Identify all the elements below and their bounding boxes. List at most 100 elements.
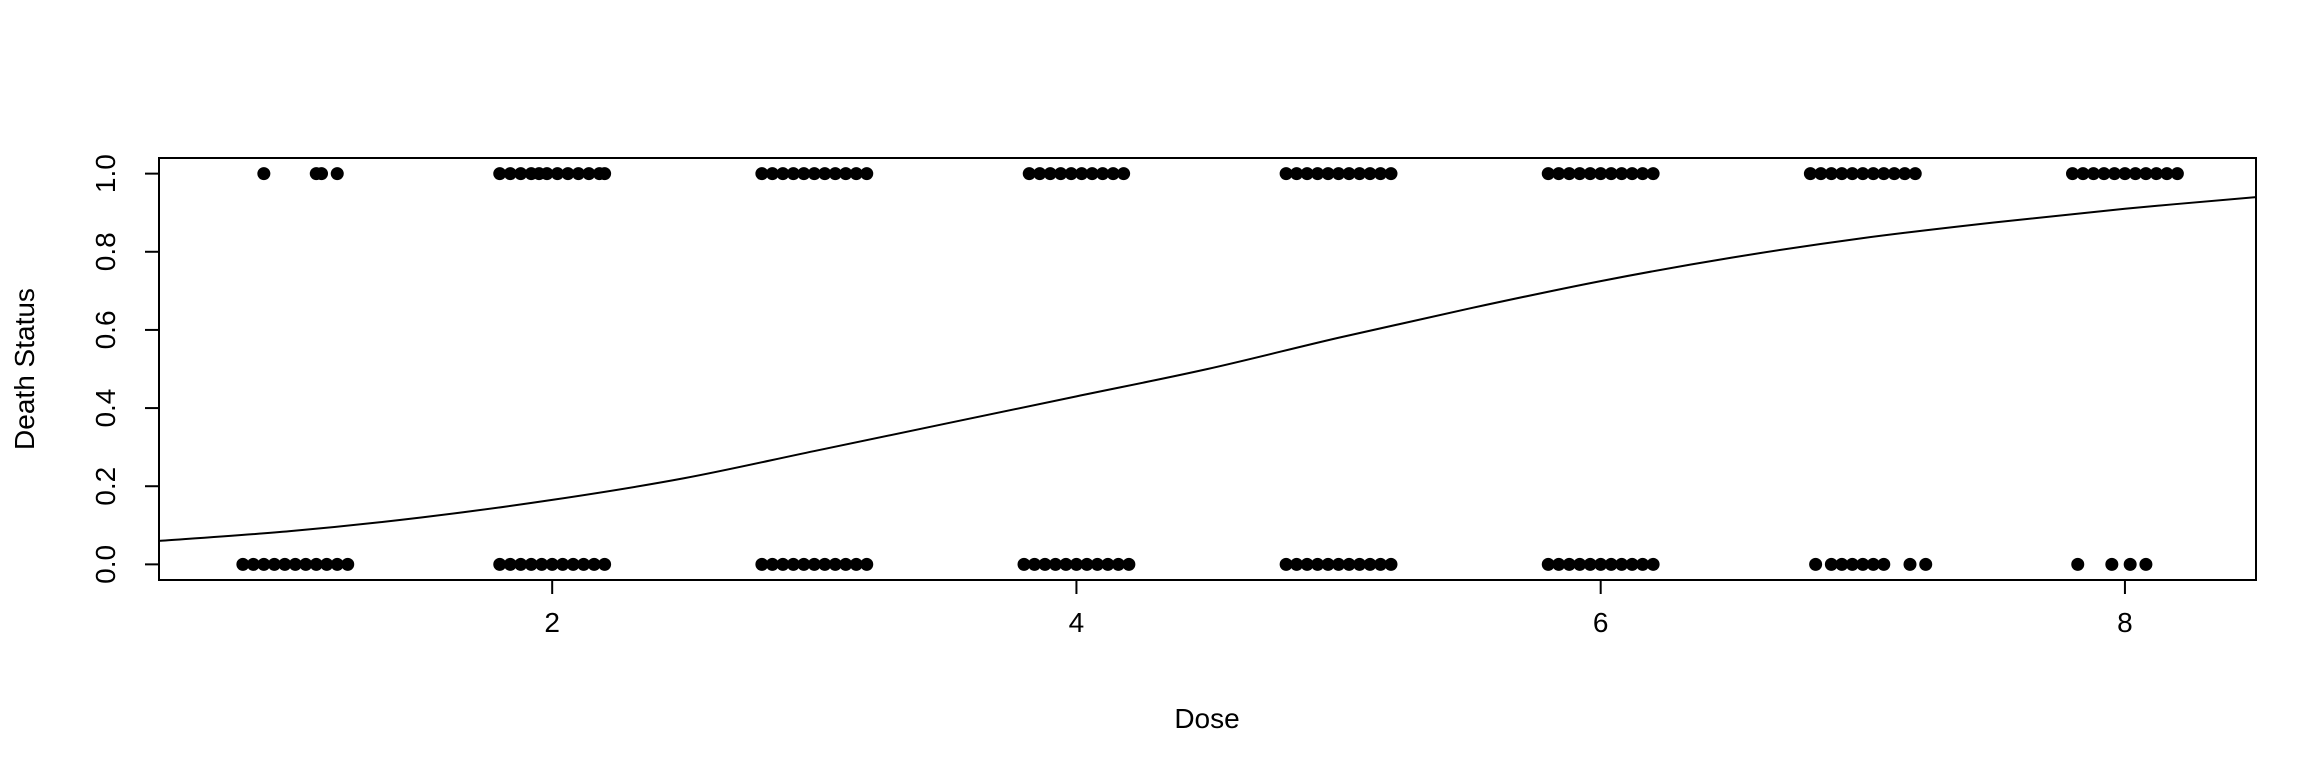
data-point bbox=[1279, 557, 1293, 571]
data-point bbox=[1363, 167, 1377, 181]
data-point bbox=[514, 167, 528, 181]
data-point bbox=[1117, 167, 1131, 181]
data-point bbox=[818, 557, 832, 571]
data-point bbox=[776, 167, 790, 181]
data-point bbox=[1552, 557, 1566, 571]
data-point bbox=[571, 167, 585, 181]
data-point bbox=[1615, 167, 1629, 181]
data-point bbox=[1856, 557, 1870, 571]
data-point bbox=[1027, 557, 1041, 571]
data-point bbox=[320, 557, 334, 571]
data-point bbox=[561, 167, 575, 181]
data-point bbox=[1845, 167, 1859, 181]
data-point bbox=[236, 557, 250, 571]
y-axis: 0.0 0.2 0.4 0.6 0.8 1.0 bbox=[90, 154, 159, 584]
data-point bbox=[1824, 557, 1838, 571]
data-point bbox=[577, 557, 591, 571]
data-point bbox=[1321, 167, 1335, 181]
data-point bbox=[1809, 557, 1823, 571]
data-point bbox=[587, 557, 601, 571]
data-point bbox=[556, 557, 570, 571]
plot-frame bbox=[158, 157, 2257, 581]
data-point bbox=[1541, 557, 1555, 571]
data-point bbox=[1300, 167, 1314, 181]
data-point bbox=[1321, 557, 1335, 571]
data-point bbox=[1646, 557, 1660, 571]
data-point bbox=[1562, 167, 1576, 181]
data-point bbox=[1636, 167, 1650, 181]
data-point bbox=[2107, 167, 2121, 181]
data-point bbox=[818, 167, 832, 181]
data-point bbox=[246, 557, 260, 571]
data-point bbox=[1877, 167, 1891, 181]
data-point bbox=[257, 557, 271, 571]
data-point bbox=[514, 557, 528, 571]
data-point bbox=[1342, 167, 1356, 181]
data-point bbox=[1059, 557, 1073, 571]
data-point bbox=[1636, 557, 1650, 571]
x-axis: 2 4 6 8 bbox=[544, 580, 2133, 638]
data-point bbox=[493, 167, 507, 181]
data-point bbox=[776, 557, 790, 571]
data-point bbox=[330, 557, 344, 571]
data-point bbox=[1594, 167, 1608, 181]
data-point bbox=[1877, 557, 1891, 571]
data-point bbox=[1363, 557, 1377, 571]
data-point bbox=[1069, 557, 1083, 571]
data-point bbox=[1038, 557, 1052, 571]
data-point bbox=[797, 167, 811, 181]
fit-curve-layer bbox=[158, 196, 2257, 542]
data-point bbox=[545, 557, 559, 571]
data-point bbox=[1080, 557, 1094, 571]
data-point bbox=[1903, 557, 1917, 571]
data-point bbox=[1353, 557, 1367, 571]
data-point bbox=[1887, 167, 1901, 181]
data-point bbox=[2086, 167, 2100, 181]
data-point bbox=[2123, 557, 2137, 571]
data-point bbox=[1022, 167, 1036, 181]
data-point bbox=[2160, 167, 2174, 181]
data-point bbox=[1374, 557, 1388, 571]
data-point bbox=[257, 167, 271, 181]
data-point bbox=[1043, 167, 1057, 181]
data-point bbox=[267, 557, 281, 571]
data-point bbox=[1101, 557, 1115, 571]
data-point bbox=[493, 557, 507, 571]
data-point bbox=[1824, 167, 1838, 181]
y-axis-label: Death Status bbox=[9, 288, 40, 450]
data-point bbox=[1583, 557, 1597, 571]
data-point bbox=[849, 167, 863, 181]
data-point bbox=[1573, 167, 1587, 181]
data-point bbox=[503, 557, 517, 571]
y-tick-label: 0.6 bbox=[90, 310, 121, 349]
data-point bbox=[540, 167, 554, 181]
data-point bbox=[1085, 167, 1099, 181]
data-point bbox=[1290, 557, 1304, 571]
data-point bbox=[1048, 557, 1062, 571]
data-point bbox=[2139, 167, 2153, 181]
data-point bbox=[1908, 167, 1922, 181]
data-point bbox=[598, 167, 612, 181]
data-point bbox=[765, 557, 779, 571]
data-point bbox=[2149, 167, 2163, 181]
data-point bbox=[1803, 167, 1817, 181]
data-point bbox=[1374, 167, 1388, 181]
data-point bbox=[598, 557, 612, 571]
data-point bbox=[828, 557, 842, 571]
data-point bbox=[807, 557, 821, 571]
data-point bbox=[860, 557, 874, 571]
data-point bbox=[1604, 557, 1618, 571]
data-point bbox=[2071, 557, 2085, 571]
data-point bbox=[1279, 167, 1293, 181]
data-point bbox=[1814, 167, 1828, 181]
data-point bbox=[1384, 167, 1398, 181]
data-point bbox=[786, 557, 800, 571]
x-tick-label: 6 bbox=[1593, 607, 1609, 638]
x-tick-label: 2 bbox=[544, 607, 560, 638]
data-point bbox=[1866, 557, 1880, 571]
data-point bbox=[2076, 167, 2090, 181]
data-point bbox=[1090, 557, 1104, 571]
data-point bbox=[2066, 167, 2080, 181]
data-point bbox=[1646, 167, 1660, 181]
